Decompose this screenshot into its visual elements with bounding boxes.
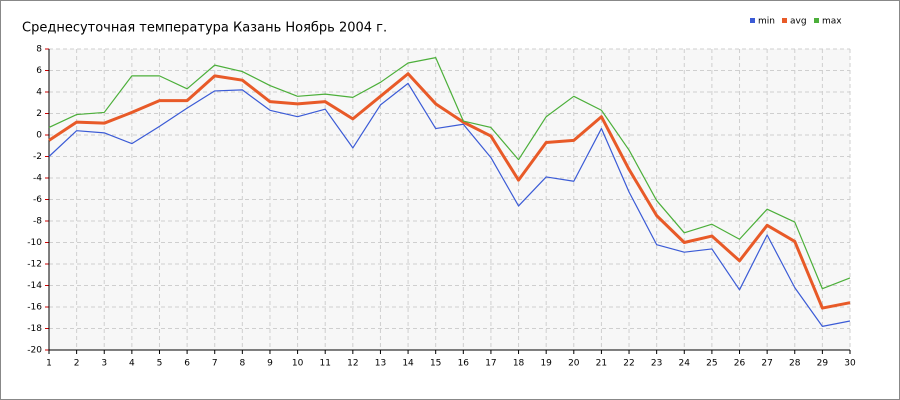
x-tick-label: 13 [375, 359, 386, 369]
y-tick-label: -8 [33, 217, 42, 227]
x-tick-label: 16 [458, 359, 470, 369]
x-tick-label: 18 [513, 359, 525, 369]
y-tick-label: -4 [33, 174, 42, 184]
x-tick-label: 10 [292, 359, 304, 369]
x-tick-label: 30 [844, 359, 856, 369]
y-tick-label: -14 [27, 281, 42, 291]
x-tick-label: 1 [46, 359, 52, 369]
x-tick-label: 2 [74, 359, 80, 369]
legend-label: min [758, 17, 775, 27]
legend-swatch [750, 18, 755, 23]
series-line [48, 82, 851, 327]
x-tick-label: 7 [212, 359, 218, 369]
x-tick-label: 25 [706, 359, 717, 369]
chart-title: Среднесуточная температура Казань Ноябрь… [22, 21, 387, 36]
legend-swatch [782, 18, 787, 23]
x-tick-label: 3 [101, 359, 107, 369]
y-tick-label: -10 [27, 238, 42, 248]
x-tick-label: 29 [817, 359, 829, 369]
x-tick-label: 12 [347, 359, 358, 369]
legend-label: max [822, 17, 842, 27]
y-tick-label: 4 [36, 88, 42, 98]
x-tick-label: 8 [239, 359, 245, 369]
x-tick-label: 9 [267, 359, 273, 369]
y-tick-label: 8 [36, 45, 42, 55]
x-tick-label: 22 [623, 359, 634, 369]
x-tick-label: 6 [184, 359, 190, 369]
legend-swatch [814, 18, 819, 23]
x-tick-label: 4 [129, 359, 135, 369]
x-tick-label: 28 [789, 359, 801, 369]
x-tick-label: 14 [402, 359, 414, 369]
x-tick-label: 5 [157, 359, 163, 369]
y-tick-label: -20 [27, 346, 42, 356]
y-tick-label: -18 [27, 324, 42, 334]
y-tick-label: -2 [33, 152, 42, 162]
x-tick-label: 21 [596, 359, 607, 369]
x-tick-label: 27 [761, 359, 772, 369]
y-tick-label: 0 [36, 131, 42, 141]
series-line [48, 72, 851, 310]
y-tick-label: -6 [33, 195, 42, 205]
x-tick-label: 19 [540, 359, 552, 369]
x-tick-label: 24 [679, 359, 691, 369]
y-tick-label: 6 [36, 66, 42, 76]
x-tick-label: 17 [485, 359, 496, 369]
x-tick-label: 15 [430, 359, 441, 369]
y-tick-label: -12 [27, 260, 42, 270]
x-tick-label: 26 [734, 359, 746, 369]
y-tick-label: -16 [27, 303, 42, 313]
y-tick-label: 2 [36, 109, 42, 119]
x-tick-label: 23 [651, 359, 662, 369]
x-tick-label: 20 [568, 359, 580, 369]
legend-label: avg [790, 17, 807, 27]
x-tick-label: 11 [319, 359, 330, 369]
series-line [48, 57, 851, 290]
